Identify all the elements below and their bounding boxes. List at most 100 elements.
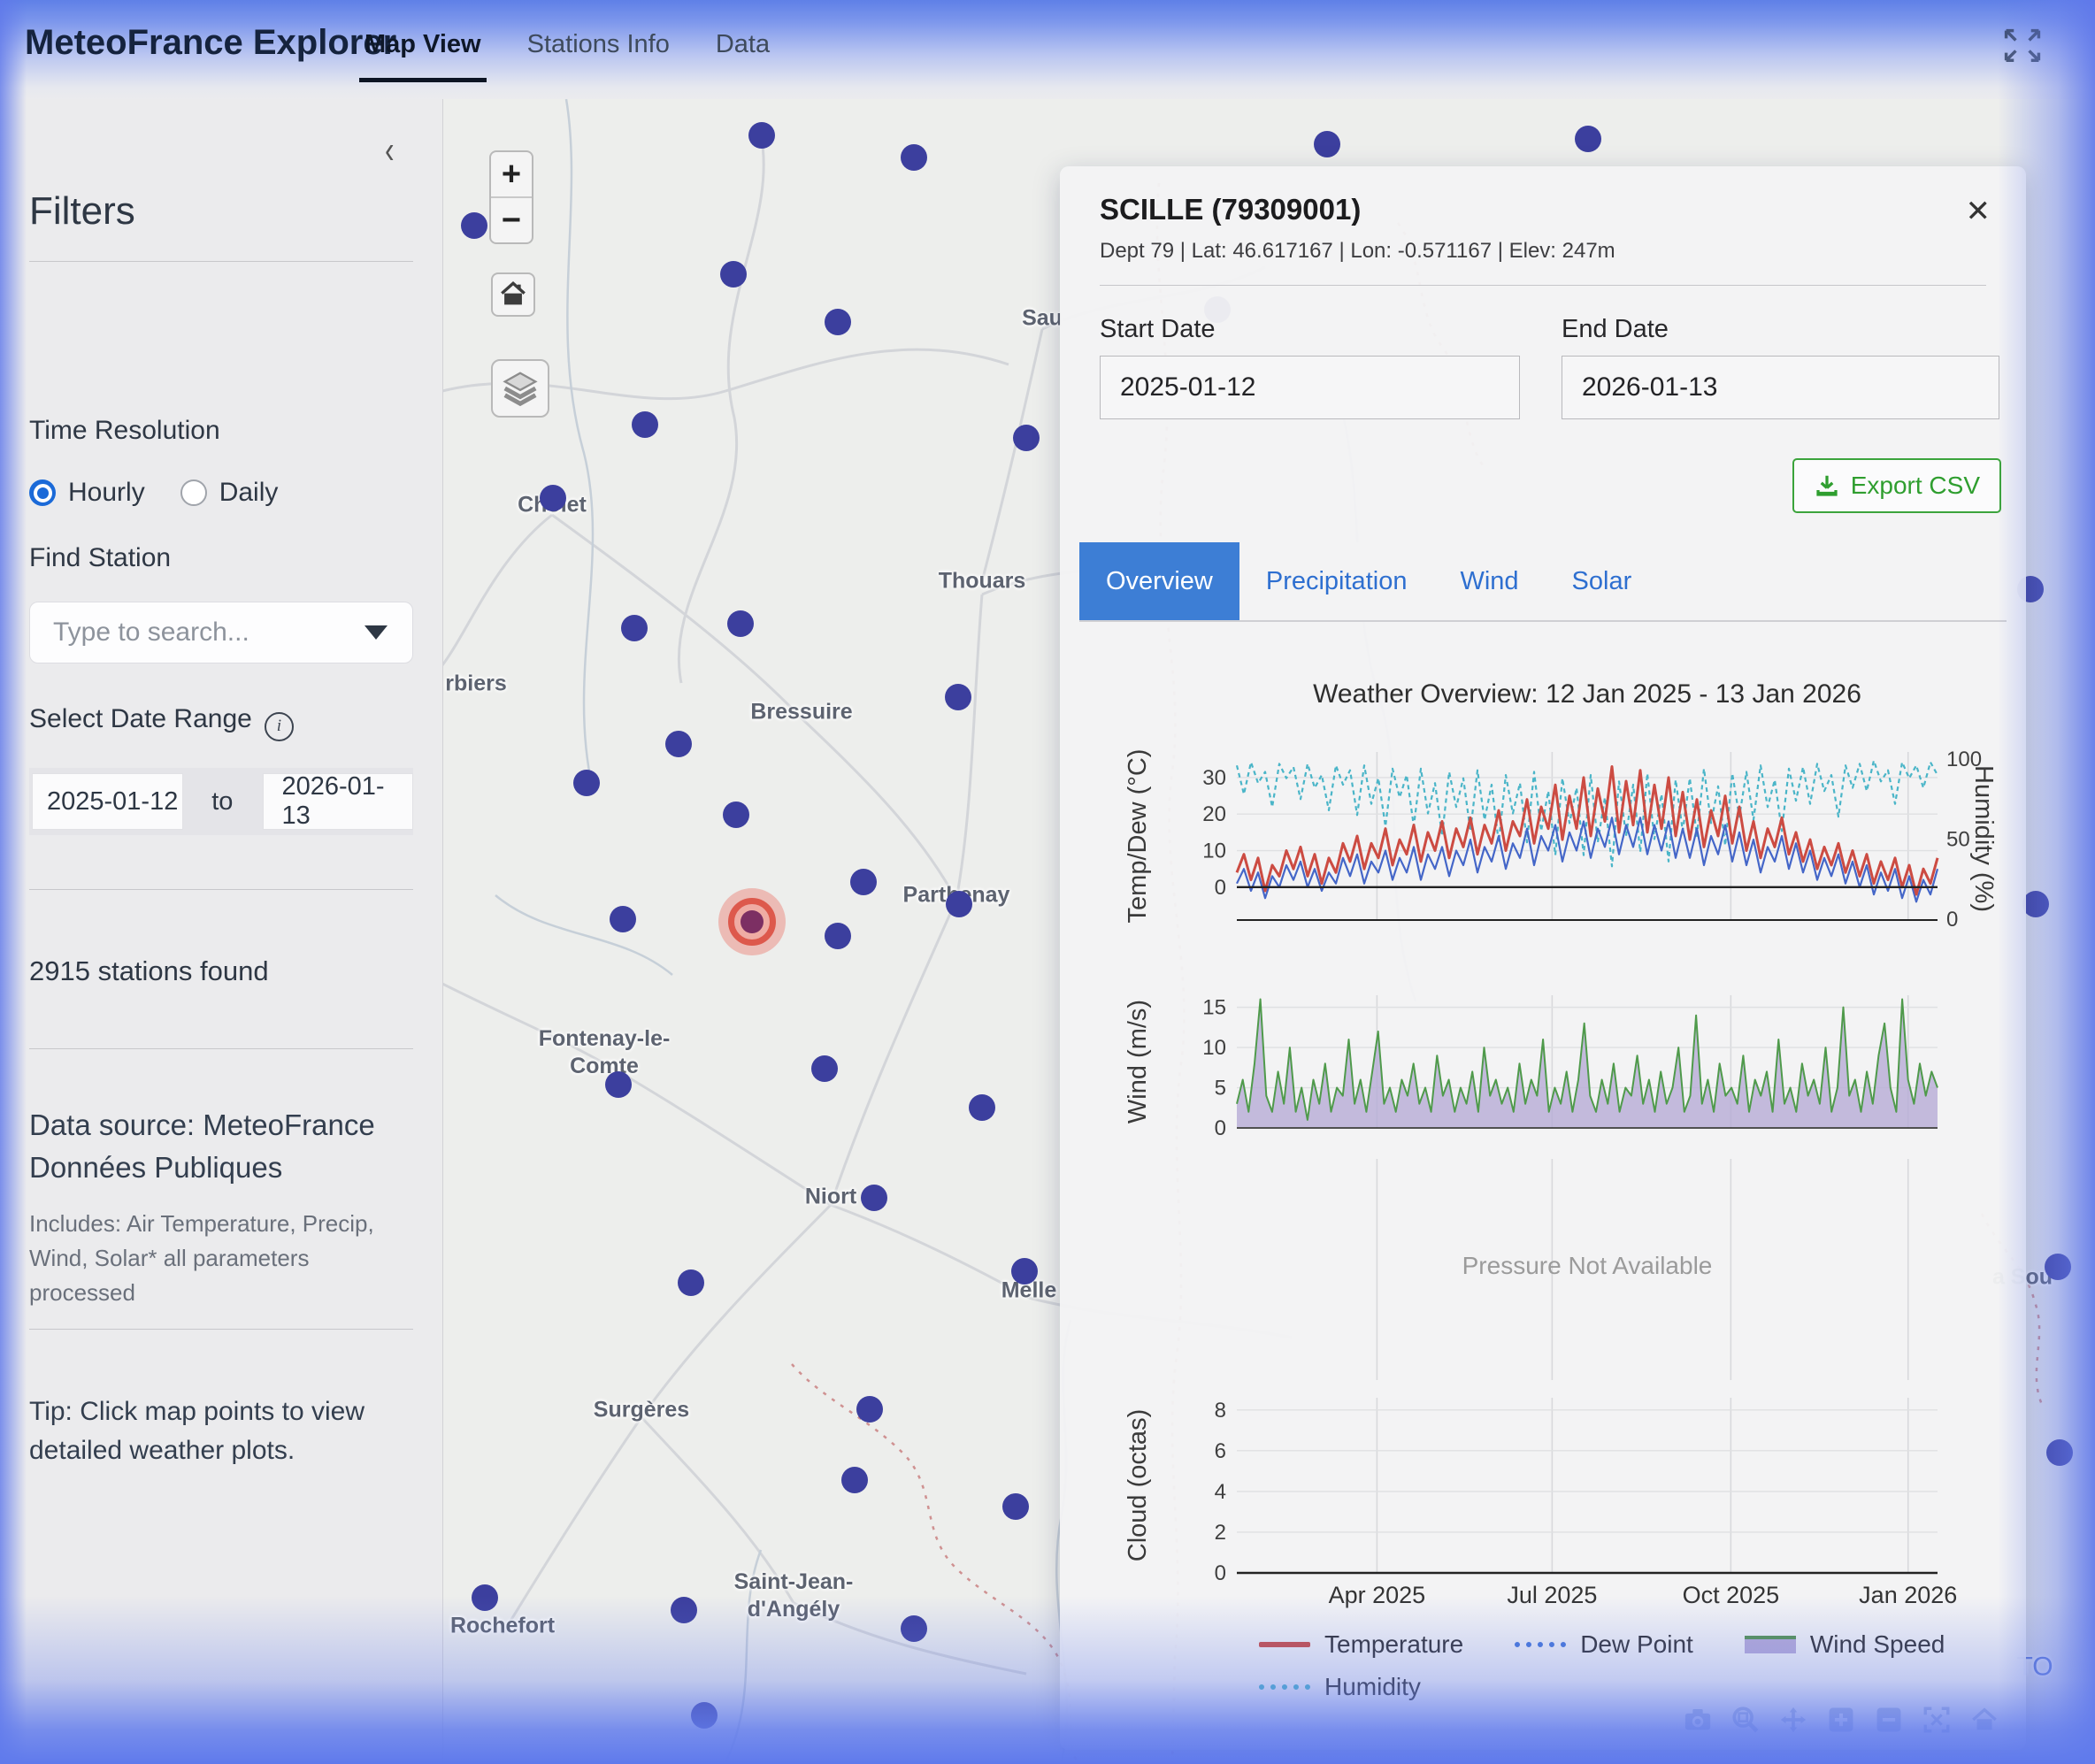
svg-text:Weather Overview: 12 Jan 2025: Weather Overview: 12 Jan 2025 - 13 Jan 2… bbox=[1313, 679, 1861, 709]
station-dot[interactable] bbox=[946, 891, 972, 917]
fullscreen-icon bbox=[2004, 28, 2041, 62]
sidebar-start-date-input[interactable]: 2025-01-12 bbox=[32, 773, 184, 830]
station-dot[interactable] bbox=[825, 309, 851, 335]
station-dot[interactable] bbox=[540, 485, 566, 511]
station-dot[interactable] bbox=[1314, 131, 1340, 157]
station-dot[interactable] bbox=[841, 1467, 868, 1493]
station-dot[interactable] bbox=[945, 684, 971, 710]
tab-solar[interactable]: Solar bbox=[1571, 566, 1632, 595]
station-dot[interactable] bbox=[665, 731, 692, 757]
download-icon bbox=[1816, 475, 1838, 496]
station-dot[interactable] bbox=[861, 1185, 887, 1211]
selected-station-marker[interactable] bbox=[718, 888, 786, 955]
station-dot[interactable] bbox=[2022, 891, 2049, 917]
map-zoom-in-button[interactable]: + bbox=[491, 152, 532, 198]
sidebar-end-date-input[interactable]: 2026-01-13 bbox=[263, 772, 413, 830]
radio-daily[interactable] bbox=[180, 479, 207, 506]
date-range-label: Select Date Range i bbox=[29, 704, 294, 741]
tab-data[interactable]: Data bbox=[715, 30, 771, 58]
legend-item-dew-point[interactable]: Dew Point bbox=[1515, 1630, 1693, 1659]
tab-precipitation[interactable]: Precipitation bbox=[1265, 566, 1408, 595]
station-dot[interactable] bbox=[472, 1584, 498, 1611]
time-resolution-radios: Hourly Daily bbox=[29, 478, 301, 508]
svg-text:10: 10 bbox=[1202, 1036, 1226, 1060]
station-search-placeholder: Type to search... bbox=[53, 617, 249, 647]
station-dot[interactable] bbox=[811, 1055, 838, 1082]
radio-daily-label: Daily bbox=[219, 478, 279, 507]
station-dot[interactable] bbox=[610, 906, 636, 932]
station-dot[interactable] bbox=[605, 1071, 632, 1098]
map-layers-button[interactable] bbox=[491, 359, 549, 418]
export-csv-button[interactable]: Export CSV bbox=[1792, 458, 2001, 513]
reset-home-icon[interactable] bbox=[1969, 1705, 1999, 1739]
chevron-down-icon bbox=[365, 625, 388, 640]
map-home-button[interactable] bbox=[491, 272, 535, 317]
station-dot[interactable] bbox=[632, 411, 658, 438]
autoscale-icon[interactable] bbox=[1922, 1705, 1952, 1739]
filters-title: Filters bbox=[29, 189, 135, 233]
station-dot[interactable] bbox=[573, 770, 600, 796]
legend-swatch bbox=[1259, 1684, 1310, 1690]
sidebar-collapse-button[interactable]: ‹ bbox=[385, 128, 395, 172]
station-dot[interactable] bbox=[748, 122, 775, 149]
station-dot[interactable] bbox=[621, 615, 648, 641]
svg-text:Oct 2025: Oct 2025 bbox=[1683, 1582, 1780, 1608]
panel-end-date-input[interactable]: 2026-01-13 bbox=[1562, 356, 1999, 419]
station-dot[interactable] bbox=[825, 923, 851, 949]
map-place-label: Rochefort bbox=[449, 1613, 556, 1638]
tab-overview[interactable]: Overview bbox=[1079, 542, 1239, 620]
station-dot[interactable] bbox=[969, 1094, 995, 1121]
zoom-out-icon[interactable] bbox=[1874, 1705, 1904, 1739]
legend-item-wind-speed[interactable]: Wind Speed bbox=[1744, 1630, 1945, 1659]
station-dot[interactable] bbox=[1002, 1493, 1029, 1520]
station-dot[interactable] bbox=[720, 261, 747, 288]
zoom-box-icon[interactable] bbox=[1730, 1705, 1761, 1739]
filters-sidebar: ‹ Filters Time Resolution Hourly Daily F… bbox=[0, 99, 443, 1764]
station-dot[interactable] bbox=[671, 1597, 697, 1623]
map-zoom-out-button[interactable]: − bbox=[501, 201, 522, 239]
station-dot[interactable] bbox=[2046, 1439, 2073, 1466]
legend-swatch bbox=[1744, 1636, 1796, 1653]
legend-item-temperature[interactable]: Temperature bbox=[1259, 1630, 1463, 1659]
camera-icon[interactable] bbox=[1683, 1705, 1713, 1739]
map-place-label: rbiers bbox=[445, 671, 507, 696]
radio-hourly[interactable] bbox=[29, 479, 56, 506]
station-dot[interactable] bbox=[1013, 425, 1040, 451]
close-button[interactable]: ✕ bbox=[1965, 195, 1991, 228]
layers-icon bbox=[503, 372, 538, 407]
tab-stations-info[interactable]: Stations Info bbox=[526, 30, 670, 58]
svg-text:Jul 2025: Jul 2025 bbox=[1507, 1582, 1597, 1608]
zoom-in-icon[interactable] bbox=[1826, 1705, 1856, 1739]
station-dot[interactable] bbox=[2045, 1254, 2071, 1280]
fullscreen-button[interactable] bbox=[1999, 25, 2045, 72]
station-dot[interactable] bbox=[856, 1396, 883, 1423]
svg-text:15: 15 bbox=[1202, 996, 1226, 1020]
date-to-word: to bbox=[211, 786, 234, 816]
tip-text: Tip: Click map points to view detailed w… bbox=[29, 1397, 365, 1465]
weather-overview-chart[interactable]: Weather Overview: 12 Jan 2025 - 13 Jan 2… bbox=[1087, 630, 2014, 1745]
station-dot[interactable] bbox=[678, 1269, 704, 1296]
station-search-select[interactable]: Type to search... bbox=[29, 602, 413, 663]
info-icon[interactable]: i bbox=[264, 711, 294, 741]
map-zoom-control: + − bbox=[489, 150, 533, 244]
station-dot[interactable] bbox=[691, 1702, 718, 1729]
station-dot[interactable] bbox=[850, 869, 877, 895]
map-place-label: Sau bbox=[1022, 305, 1063, 331]
station-dot[interactable] bbox=[1011, 1258, 1038, 1285]
pan-icon[interactable] bbox=[1778, 1705, 1808, 1739]
station-dot[interactable] bbox=[901, 1615, 927, 1642]
station-dot[interactable] bbox=[901, 144, 927, 171]
panel-start-date-input[interactable]: 2025-01-12 bbox=[1100, 356, 1520, 419]
panel-tabs: Overview Precipitation Wind Solar bbox=[1079, 542, 2007, 622]
divider bbox=[29, 261, 413, 262]
tab-wind[interactable]: Wind bbox=[1460, 566, 1519, 595]
app-header: MeteoFrance Explorer Map View Stations I… bbox=[0, 0, 2095, 99]
station-dot[interactable] bbox=[461, 212, 487, 239]
station-dot[interactable] bbox=[723, 801, 749, 828]
tab-map-view[interactable]: Map View bbox=[359, 30, 487, 82]
station-dot[interactable] bbox=[727, 610, 754, 637]
station-dot[interactable] bbox=[1575, 126, 1601, 152]
find-station-label: Find Station bbox=[29, 543, 172, 572]
export-csv-label: Export CSV bbox=[1850, 472, 1980, 499]
legend-item-humidity[interactable]: Humidity bbox=[1259, 1673, 1421, 1701]
